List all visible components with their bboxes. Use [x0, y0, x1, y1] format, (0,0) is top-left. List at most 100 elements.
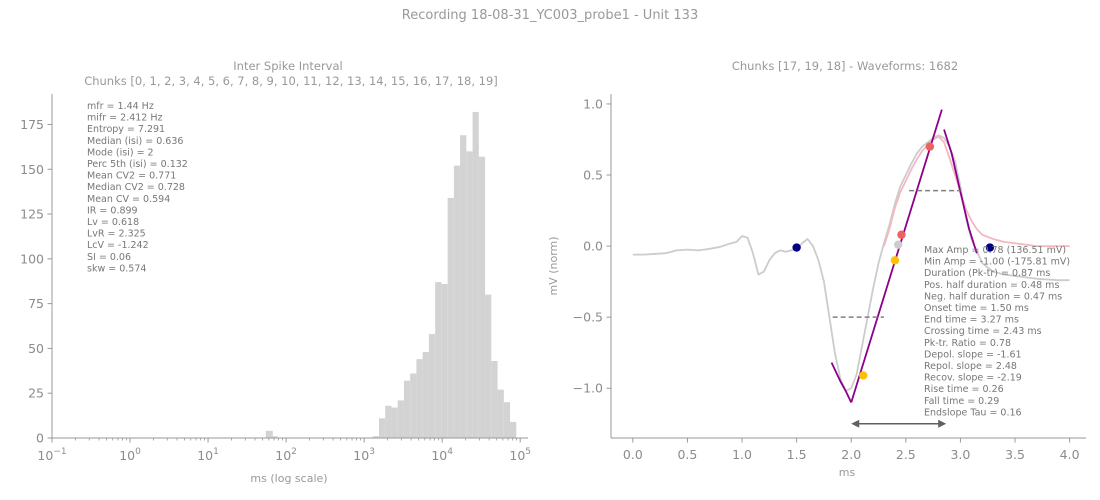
isi-title-line2: Chunks [0, 1, 2, 3, 4, 5, 6, 7, 8, 9, 10… [84, 74, 498, 88]
waveform-stat-line: Endslope Tau = 0.16 [924, 407, 1022, 418]
isi-y-tick-label: 25 [28, 386, 44, 401]
waveform-stat-line: Depol. slope = -1.61 [924, 349, 1022, 360]
isi-bar [372, 436, 379, 438]
waveform-stat-line: Crossing time = 2.43 ms [924, 326, 1042, 337]
waveform-stat-line: Min Amp = -1.00 (-175.81 mV) [924, 257, 1070, 268]
waveform-series-fit [883, 135, 1070, 248]
isi-x-tick-label: 105 [509, 447, 531, 463]
isi-x-tick-label: 101 [197, 447, 219, 463]
waveform-stats-text: Max Amp = 0.78 (136.51 mV)Min Amp = -1.0… [924, 245, 1070, 418]
waveform-panel: Chunks [17, 19, 18] - Waveforms: 1682 0.… [547, 59, 1086, 479]
isi-stat-line: Mean CV2 = 0.771 [87, 171, 176, 182]
isi-x-tick-base: 10 [119, 448, 135, 463]
isi-stat-line: Lv = 0.618 [87, 217, 139, 228]
isi-bar [272, 436, 278, 438]
isi-x-tick-exponent: 5 [525, 447, 531, 457]
isi-y-tick-label: 125 [20, 207, 44, 222]
isi-x-tick-exponent: 2 [291, 447, 297, 457]
isi-x-ticks: 10−1 100 101 102 103 104 105 [37, 438, 531, 463]
duration-arrow-left-head [851, 419, 860, 428]
isi-bars [265, 111, 517, 439]
isi-bar [485, 294, 492, 438]
waveform-marker-point [985, 243, 995, 252]
isi-stat-line: Entropy = 7.291 [87, 124, 165, 135]
isi-bar [460, 135, 467, 438]
isi-stat-line: Mode (isi) = 2 [87, 147, 154, 158]
isi-x-tick-base: 10 [353, 448, 369, 463]
waveform-stat-line: Fall time = 0.29 [924, 396, 999, 407]
isi-x-tick-exponent: −1 [53, 447, 66, 457]
isi-x-tick-base: 10 [197, 448, 213, 463]
isi-stat-line: Median CV2 = 0.728 [87, 182, 185, 193]
waveform-stat-line: Duration (Pk-tr) = 0.87 ms [924, 268, 1050, 279]
isi-stat-line: LvR = 2.325 [87, 229, 146, 240]
waveform-stat-line: Repol. slope = 2.48 [924, 361, 1017, 372]
isi-bar [391, 407, 398, 438]
isi-x-axis-label: ms (log scale) [250, 472, 327, 485]
waveform-series-repol-slope [850, 109, 943, 403]
isi-bar [497, 389, 504, 439]
isi-stat-line: mifr = 2.412 Hz [87, 113, 163, 124]
isi-y-tick-label: 0 [36, 431, 44, 446]
waveform-marker-point [792, 243, 801, 252]
isi-stat-line: skw = 0.574 [87, 263, 146, 274]
waveform-x-tick-label: 1.0 [732, 447, 752, 462]
isi-bar [416, 359, 423, 438]
isi-bar [447, 197, 454, 438]
waveform-series-recov-slope [943, 129, 978, 254]
isi-bar [510, 421, 517, 439]
isi-x-tick-exponent: 4 [447, 447, 453, 457]
waveform-points [792, 142, 995, 380]
waveform-stat-line: Rise time = 0.26 [924, 384, 1004, 395]
waveform-series-depol-slope [830, 362, 853, 403]
waveform-y-tick-label: −1.0 [573, 381, 603, 396]
waveform-title: Chunks [17, 19, 18] - Waveforms: 1682 [732, 59, 958, 73]
waveform-y-tick-label: 0.0 [583, 239, 603, 254]
isi-x-tick-exponent: 3 [369, 447, 375, 457]
isi-bar [403, 380, 411, 438]
waveform-x-tick-label: 1.5 [787, 447, 807, 462]
isi-y-tick-label: 50 [28, 341, 44, 356]
waveform-x-axis-label: ms [839, 466, 856, 479]
isi-bar [453, 165, 461, 439]
waveform-y-axis-label: mV (norm) [547, 236, 560, 295]
waveform-stat-line: Recov. slope = -2.19 [924, 373, 1022, 384]
waveform-x-tick-label: 4.0 [1060, 447, 1080, 462]
isi-x-tick-base: 10 [275, 448, 291, 463]
isi-x-tick-label: 102 [275, 447, 297, 463]
isi-bar [428, 334, 436, 438]
waveform-x-ticks: 0.0 0.5 1.0 1.5 2.0 2.5 3.0 3.5 4.0 [623, 438, 1080, 462]
isi-stat-line: mfr = 1.44 Hz [87, 101, 154, 112]
waveform-x-tick-label: 2.0 [841, 447, 861, 462]
isi-x-tick-label: 103 [353, 447, 375, 463]
waveform-x-tick-label: 0.5 [677, 447, 697, 462]
figure-suptitle: Recording 18-08-31_YC003_probe1 - Unit 1… [401, 8, 699, 23]
isi-stat-line: Mean CV = 0.594 [87, 194, 170, 205]
isi-bar [378, 418, 386, 438]
isi-y-tick-label: 175 [20, 117, 44, 132]
waveform-x-tick-label: 3.5 [1005, 447, 1025, 462]
isi-histogram-panel: Inter Spike Interval Chunks [0, 1, 2, 3,… [20, 59, 531, 485]
isi-bar [503, 402, 511, 438]
isi-bar [385, 405, 392, 438]
waveform-marker-point [897, 230, 906, 239]
isi-y-tick-label: 75 [28, 296, 44, 311]
isi-bar [422, 352, 429, 438]
waveform-stat-line: Onset time = 1.50 ms [924, 303, 1029, 314]
isi-bar [466, 151, 473, 438]
waveform-marker-point [893, 240, 903, 249]
waveform-x-tick-label: 0.0 [623, 447, 643, 462]
isi-y-ticks: 0 25 50 75 100 125 150 175 [20, 117, 52, 446]
waveform-y-tick-label: −0.5 [573, 310, 603, 325]
waveform-stat-line: Neg. half duration = 0.47 ms [924, 291, 1062, 302]
isi-bar [478, 156, 486, 438]
isi-stat-line: SI = 0.06 [87, 252, 131, 263]
duration-arrow-right-head [938, 419, 947, 428]
isi-stat-line: IR = 0.899 [87, 205, 138, 216]
isi-x-tick-exponent: 0 [135, 447, 141, 457]
isi-x-tick-base: 10 [431, 448, 447, 463]
isi-x-tick-base: 10 [37, 448, 53, 463]
isi-title-line1: Inter Spike Interval [233, 59, 342, 73]
isi-x-tick-exponent: 1 [213, 447, 219, 457]
